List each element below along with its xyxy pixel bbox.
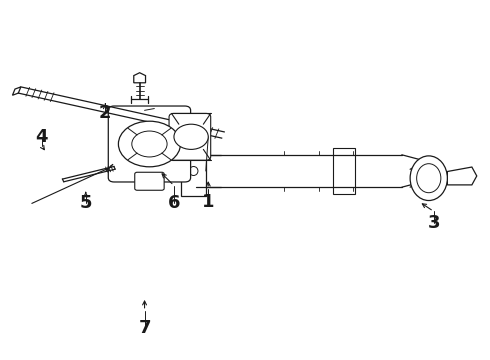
FancyBboxPatch shape bbox=[108, 106, 191, 182]
Circle shape bbox=[119, 121, 180, 167]
Ellipse shape bbox=[410, 156, 447, 201]
Text: 7: 7 bbox=[138, 319, 151, 337]
Text: 1: 1 bbox=[202, 193, 215, 211]
Text: 5: 5 bbox=[79, 194, 92, 212]
Ellipse shape bbox=[189, 166, 198, 176]
Text: 4: 4 bbox=[35, 128, 48, 146]
Text: 3: 3 bbox=[427, 214, 440, 232]
Circle shape bbox=[132, 131, 167, 157]
Text: 6: 6 bbox=[168, 194, 180, 212]
FancyBboxPatch shape bbox=[169, 113, 211, 160]
Circle shape bbox=[174, 124, 208, 149]
FancyBboxPatch shape bbox=[135, 172, 164, 190]
Text: 2: 2 bbox=[99, 104, 112, 122]
Ellipse shape bbox=[416, 164, 441, 193]
